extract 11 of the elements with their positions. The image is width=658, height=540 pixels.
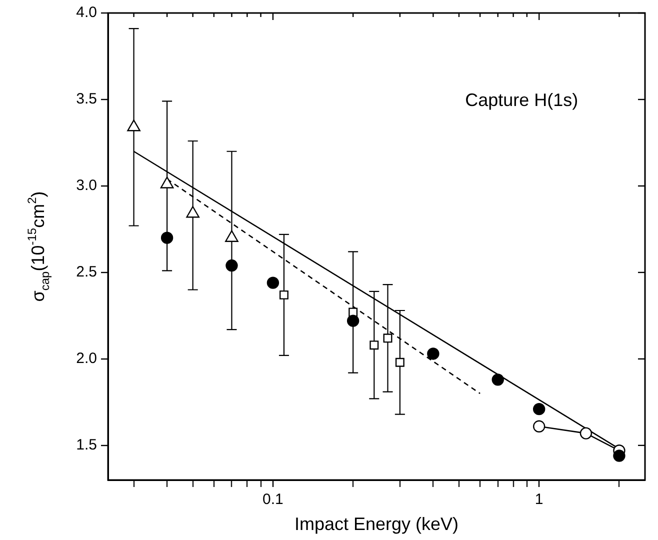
- annotation: Capture H(1s): [465, 90, 578, 110]
- y-axis-title: σcap(10-15cm2): [25, 191, 52, 302]
- y-tick-label: 3.5: [76, 90, 97, 108]
- x-tick-label: 1: [534, 491, 544, 508]
- y-tick-label: 1.5: [76, 436, 97, 454]
- y-tick-label: 3.0: [76, 177, 97, 194]
- y-tick-label: 4.0: [76, 4, 97, 22]
- x-tick-label: 0.1: [262, 491, 284, 508]
- y-tick-label: 2.0: [76, 350, 97, 368]
- y-tick-label: 2.5: [76, 264, 97, 281]
- x-axis-title: Impact Energy (keV): [294, 514, 459, 534]
